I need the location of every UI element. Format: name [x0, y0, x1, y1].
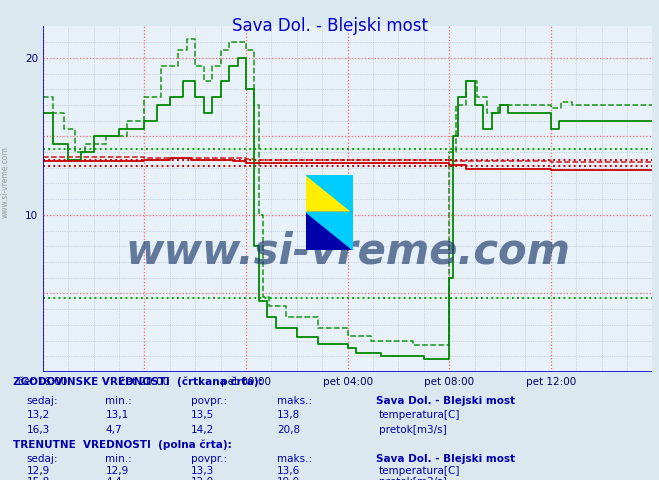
Text: povpr.:: povpr.:	[191, 454, 227, 464]
Text: sedaj:: sedaj:	[26, 454, 58, 464]
Text: 14,2: 14,2	[191, 425, 214, 435]
Text: min.:: min.:	[105, 454, 132, 464]
Text: ZGODOVINSKE VREDNOSTI  (črtkana črta):: ZGODOVINSKE VREDNOSTI (črtkana črta):	[13, 377, 263, 387]
Text: povpr.:: povpr.:	[191, 396, 227, 406]
Text: www.si-vreme.com: www.si-vreme.com	[1, 146, 10, 218]
Text: Sava Dol. - Blejski most: Sava Dol. - Blejski most	[231, 17, 428, 35]
Text: sedaj:: sedaj:	[26, 396, 58, 406]
Text: 13,1: 13,1	[105, 410, 129, 420]
Text: maks.:: maks.:	[277, 396, 312, 406]
Text: 13,5: 13,5	[191, 410, 214, 420]
Polygon shape	[306, 175, 353, 212]
Text: www.si-vreme.com: www.si-vreme.com	[125, 230, 570, 272]
Polygon shape	[306, 175, 330, 212]
Text: pretok[m3/s]: pretok[m3/s]	[379, 477, 447, 480]
Text: Sava Dol. - Blejski most: Sava Dol. - Blejski most	[376, 396, 515, 406]
Text: TRENUTNE  VREDNOSTI  (polna črta):: TRENUTNE VREDNOSTI (polna črta):	[13, 439, 232, 450]
Text: 12,0: 12,0	[191, 477, 214, 480]
Text: 12,9: 12,9	[26, 466, 49, 476]
Text: 4,7: 4,7	[105, 425, 122, 435]
Text: min.:: min.:	[105, 396, 132, 406]
Text: 19,0: 19,0	[277, 477, 300, 480]
Text: 20,8: 20,8	[277, 425, 300, 435]
Text: pretok[m3/s]: pretok[m3/s]	[379, 425, 447, 435]
Text: 13,2: 13,2	[26, 410, 49, 420]
Text: 12,9: 12,9	[105, 466, 129, 476]
Text: maks.:: maks.:	[277, 454, 312, 464]
Text: 15,8: 15,8	[26, 477, 49, 480]
Text: 13,8: 13,8	[277, 410, 300, 420]
Text: Sava Dol. - Blejski most: Sava Dol. - Blejski most	[376, 454, 515, 464]
Text: temperatura[C]: temperatura[C]	[379, 410, 461, 420]
Polygon shape	[306, 175, 353, 212]
Polygon shape	[306, 212, 353, 250]
Text: 4,4: 4,4	[105, 477, 122, 480]
Text: 13,3: 13,3	[191, 466, 214, 476]
Text: 16,3: 16,3	[26, 425, 49, 435]
Text: temperatura[C]: temperatura[C]	[379, 466, 461, 476]
Polygon shape	[306, 212, 353, 250]
Text: 13,6: 13,6	[277, 466, 300, 476]
